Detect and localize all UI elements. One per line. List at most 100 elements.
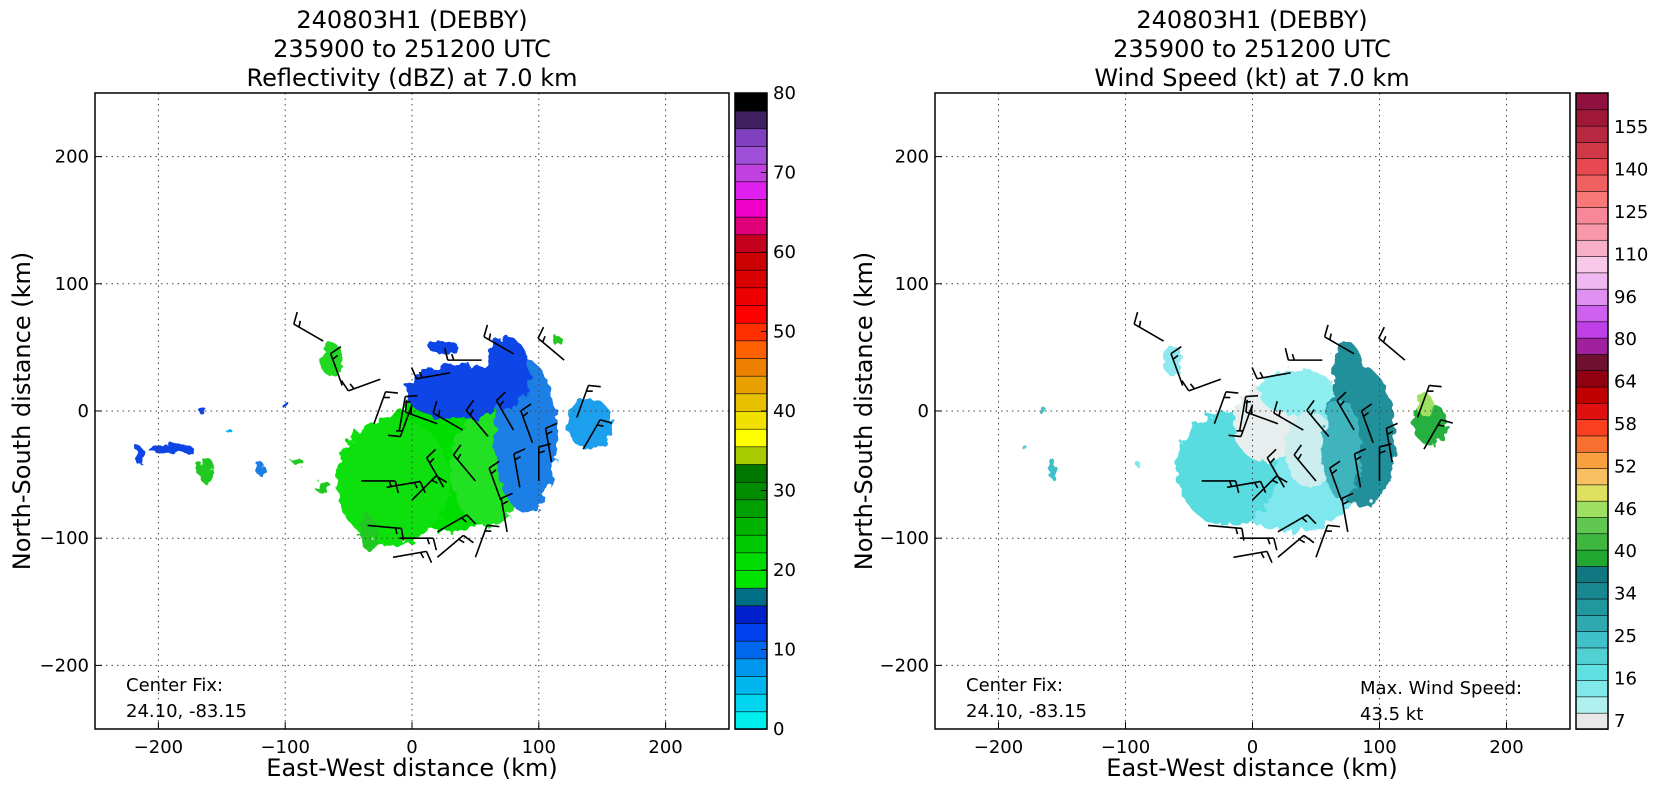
colorbar-swatch <box>735 252 767 270</box>
colorbar-swatch <box>1576 501 1608 518</box>
colorbar-tick-label: 96 <box>1614 287 1637 308</box>
wind-barb <box>1182 379 1221 391</box>
wind-barb <box>1240 538 1277 550</box>
colorbar-swatch <box>735 711 767 729</box>
echo-region <box>1136 462 1141 467</box>
colorbar-swatch <box>735 552 767 570</box>
max-wind-speed-label: Max. Wind Speed: <box>1360 678 1522 699</box>
colorbar-swatch <box>735 517 767 535</box>
colorbar-swatch <box>735 146 767 164</box>
colorbar-swatch <box>735 111 767 129</box>
y-tick-label: −100 <box>40 528 89 549</box>
colorbar-swatch <box>1576 631 1608 648</box>
colorbar-tick-label: 155 <box>1614 117 1648 138</box>
colorbar-swatch <box>1576 713 1608 730</box>
wind-center-fix-value: 24.10, -83.15 <box>966 701 1087 722</box>
colorbar-tick-label: 0 <box>773 719 784 740</box>
echo-region <box>1048 458 1056 478</box>
colorbar-swatch <box>735 128 767 146</box>
echo-region <box>1021 444 1026 449</box>
wind-barb <box>1379 327 1405 360</box>
y-tick-label: −100 <box>880 528 929 549</box>
echo-region <box>134 447 144 465</box>
colorbar-swatch <box>1576 223 1608 240</box>
colorbar-tick-label: 80 <box>773 83 796 104</box>
colorbar-swatch <box>1576 452 1608 469</box>
y-tick-label: 200 <box>55 147 89 168</box>
colorbar-swatch <box>1576 305 1608 322</box>
wind-barb <box>475 525 499 557</box>
colorbar-swatch <box>1576 533 1608 550</box>
wind-barb <box>341 379 380 391</box>
echo-region <box>553 336 563 346</box>
y-tick-label: −200 <box>880 655 929 676</box>
colorbar-swatch <box>735 676 767 694</box>
colorbar-swatch <box>735 535 767 553</box>
echo-region <box>148 444 194 454</box>
colorbar-swatch <box>1576 696 1608 713</box>
colorbar-tick-label: 140 <box>1614 160 1648 181</box>
colorbar-swatch <box>1576 126 1608 143</box>
colorbar-swatch <box>735 464 767 482</box>
x-tick-label: 200 <box>648 737 682 758</box>
wind-speed-panel: 240803H1 (DEBBY) 235900 to 251200 UTC Wi… <box>850 6 1648 782</box>
echo-region <box>1333 342 1363 403</box>
colorbar-swatch <box>1576 158 1608 175</box>
echo-region <box>321 344 344 377</box>
reflectivity-title-line-3: Reflectivity (dBZ) at 7.0 km <box>247 64 578 92</box>
y-tick-label: −200 <box>40 655 89 676</box>
colorbar-swatch <box>735 658 767 676</box>
colorbar-swatch <box>1576 191 1608 208</box>
x-tick-label: −200 <box>974 737 1023 758</box>
colorbar-swatch <box>735 623 767 641</box>
colorbar-swatch <box>1576 338 1608 355</box>
colorbar-swatch <box>735 694 767 712</box>
colorbar-swatch <box>735 393 767 411</box>
colorbar-tick-label: 25 <box>1614 626 1637 647</box>
colorbar-tick-label: 58 <box>1614 414 1637 435</box>
wind-y-axis-label: North-South distance (km) <box>850 252 878 571</box>
colorbar-swatch <box>735 217 767 235</box>
colorbar-swatch <box>735 358 767 376</box>
wind-center-fix-label: Center Fix: <box>966 675 1063 696</box>
reflectivity-center-fix-label: Center Fix: <box>126 675 223 696</box>
colorbar-swatch <box>735 199 767 217</box>
colorbar-swatch <box>1576 419 1608 436</box>
colorbar-tick-label: 34 <box>1614 584 1637 605</box>
echo-region <box>567 398 613 449</box>
colorbar-swatch <box>735 181 767 199</box>
colorbar-swatch <box>735 411 767 429</box>
colorbar-swatch <box>735 570 767 588</box>
colorbar-tick-label: 16 <box>1614 668 1637 689</box>
colorbar-swatch <box>735 446 767 464</box>
colorbar-swatch <box>1576 680 1608 697</box>
wind-barb <box>294 312 323 341</box>
echo-region <box>293 458 303 466</box>
y-tick-label: 200 <box>895 147 929 168</box>
colorbar-swatch <box>735 287 767 305</box>
colorbar-swatch <box>1576 240 1608 257</box>
reflectivity-panel: 240803H1 (DEBBY) 235900 to 251200 UTC Re… <box>8 6 796 782</box>
colorbar-swatch <box>1576 615 1608 632</box>
echo-region <box>1162 345 1182 376</box>
colorbar-tick-label: 52 <box>1614 456 1637 477</box>
colorbar-swatch <box>1576 387 1608 404</box>
colorbar-swatch <box>1576 272 1608 289</box>
colorbar-tick-label: 30 <box>773 481 796 502</box>
wind-x-axis-label: East-West distance (km) <box>1106 754 1397 782</box>
colorbar-swatch <box>1576 484 1608 501</box>
colorbar-swatch <box>1576 647 1608 664</box>
colorbar-tick-label: 60 <box>773 242 796 263</box>
echo-region <box>314 482 332 492</box>
colorbar-swatch <box>1576 517 1608 534</box>
colorbar-swatch <box>1576 435 1608 452</box>
colorbar-swatch <box>1576 289 1608 306</box>
colorbar-swatch <box>1576 109 1608 126</box>
colorbar-swatch <box>1576 403 1608 420</box>
colorbar-swatch <box>1576 664 1608 681</box>
colorbar-swatch <box>1576 582 1608 599</box>
